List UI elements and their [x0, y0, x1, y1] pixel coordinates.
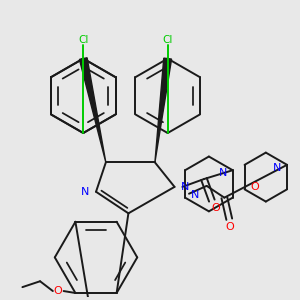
Text: Cl: Cl — [78, 35, 88, 45]
Text: O: O — [212, 203, 220, 213]
Text: N: N — [181, 182, 190, 192]
Text: N: N — [219, 168, 227, 178]
Text: N: N — [81, 187, 89, 197]
Text: N: N — [191, 190, 199, 200]
Text: Cl: Cl — [163, 35, 173, 45]
Text: N: N — [273, 163, 281, 173]
Text: O: O — [53, 286, 62, 296]
Polygon shape — [155, 58, 172, 162]
Text: O: O — [250, 182, 259, 192]
Polygon shape — [80, 58, 106, 162]
Text: O: O — [225, 222, 234, 232]
